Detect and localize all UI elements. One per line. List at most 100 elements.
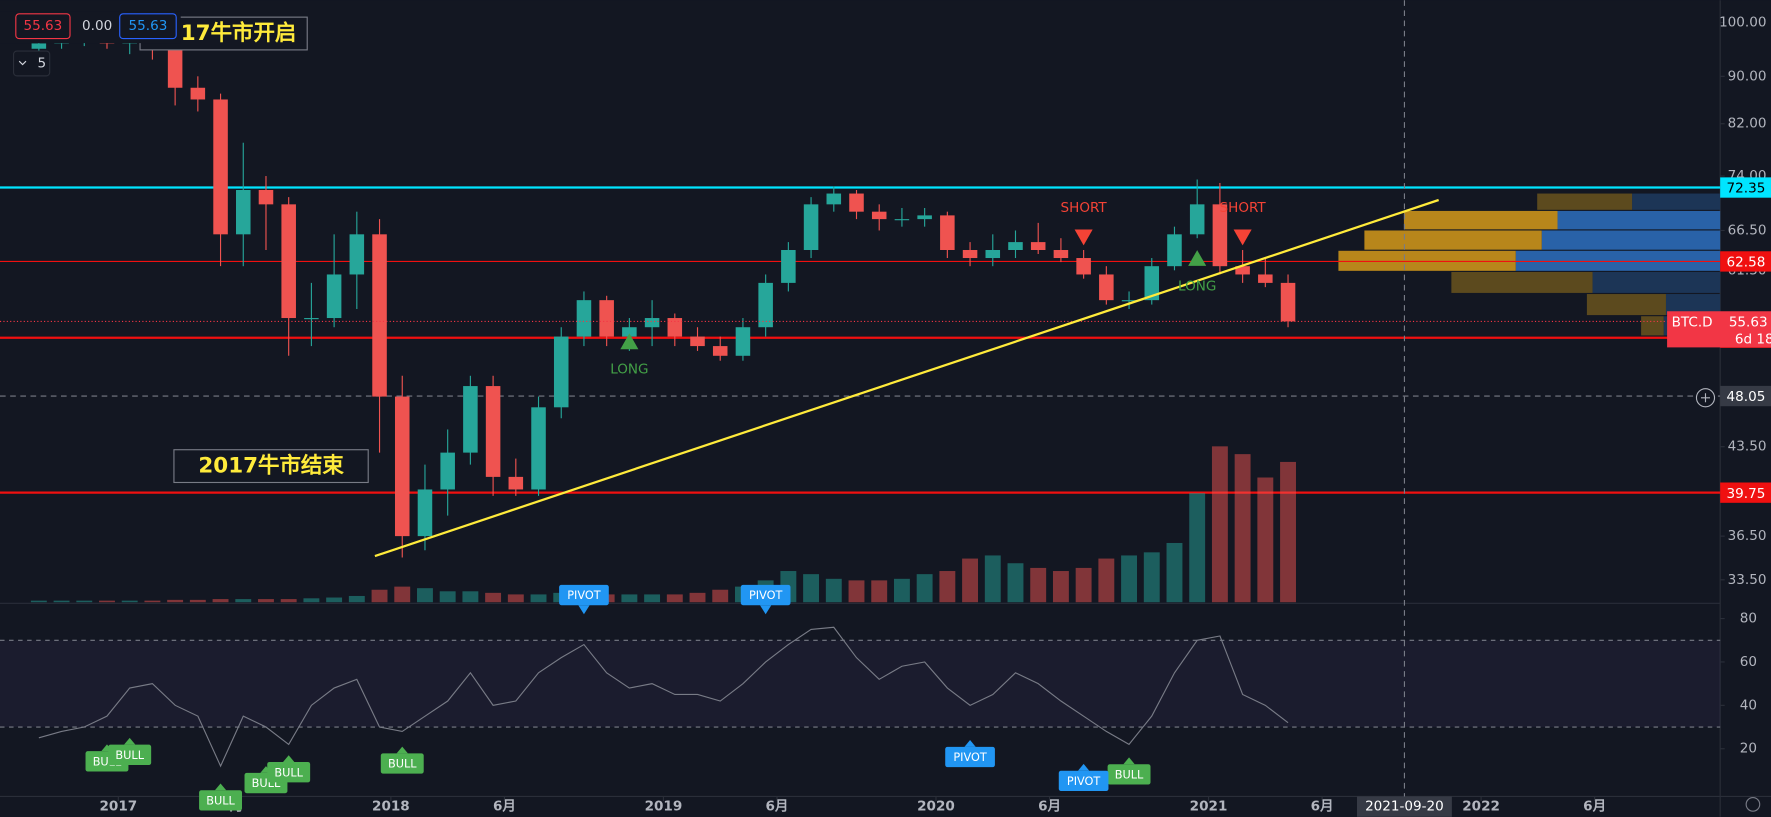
signal-marker xyxy=(620,333,639,350)
signal-marker xyxy=(1233,229,1252,246)
volume-bar xyxy=(848,580,865,603)
signal-label: SHORT xyxy=(1220,200,1267,216)
volume-bar xyxy=(99,600,115,603)
signal-pointer xyxy=(1077,763,1090,771)
candle-body xyxy=(167,43,183,88)
volume-bar xyxy=(53,600,70,603)
signal-box xyxy=(740,584,791,606)
y-tick-label: 90.00 xyxy=(1728,68,1767,84)
signal-pointer xyxy=(124,737,136,745)
candle-body xyxy=(531,407,546,490)
volume-bar xyxy=(1030,567,1047,603)
x-tick-label: 6月 xyxy=(1311,799,1334,815)
candle-body xyxy=(31,43,47,49)
signal-label: PIVOT xyxy=(1067,775,1101,788)
signal-box xyxy=(199,790,243,811)
candle-body xyxy=(667,318,683,337)
indicators-toggle[interactable] xyxy=(12,50,51,77)
volume-bar xyxy=(644,594,661,603)
candle-body xyxy=(1121,300,1137,302)
volume-bar xyxy=(371,589,388,603)
profile-right xyxy=(1632,193,1721,210)
candle-body xyxy=(235,189,251,235)
x-tick-label: 2019 xyxy=(645,799,683,815)
candle-body xyxy=(758,282,773,328)
signal-pointer xyxy=(396,746,408,754)
rsi-band xyxy=(0,640,1721,728)
x-tick-label: 6月 xyxy=(1583,799,1606,815)
profile-left xyxy=(1537,193,1633,210)
signal-label: PIVOT xyxy=(953,751,987,764)
signal-label: BULL xyxy=(206,795,235,808)
x-tick-label: 2017 xyxy=(99,799,137,815)
candle-body xyxy=(1167,234,1182,267)
settings-icon[interactable] xyxy=(1745,797,1761,812)
crosshair-date: 2021-09-20 xyxy=(1365,799,1444,815)
change: 0.00 xyxy=(82,18,112,34)
x-tick-label: 6月 xyxy=(1038,799,1061,815)
y-tick-label: 33.50 xyxy=(1728,572,1767,588)
signal-label: PIVOT xyxy=(567,589,601,602)
volume-bar xyxy=(916,574,933,603)
volume-bar xyxy=(76,600,93,603)
volume-bar xyxy=(712,589,729,603)
signal-box xyxy=(267,762,311,783)
candle-body xyxy=(962,250,978,259)
y-tick-label: 36.50 xyxy=(1728,528,1767,544)
volume-bar xyxy=(1143,552,1160,603)
signal-label: BULL xyxy=(1115,768,1144,781)
volume-bar xyxy=(144,600,161,603)
volume-bar xyxy=(258,599,274,603)
candle-body xyxy=(644,318,660,328)
y-tick-label: 43.50 xyxy=(1728,439,1767,455)
candle-body xyxy=(463,386,478,453)
profile-right xyxy=(1592,271,1721,293)
candle-body xyxy=(917,215,932,220)
volume-bar xyxy=(1075,567,1092,603)
signal-pointer xyxy=(964,740,976,747)
last-price-label: 55.63 xyxy=(1729,315,1768,331)
profile-left xyxy=(1364,230,1542,250)
candle-body xyxy=(553,336,569,408)
signal-pointer xyxy=(578,605,590,615)
candle-body xyxy=(894,219,910,221)
signal-box xyxy=(1107,764,1151,785)
volume-bar xyxy=(939,571,956,603)
candle-body xyxy=(599,300,614,337)
signal-box xyxy=(559,584,609,606)
volume-bar xyxy=(348,595,365,603)
x-tick-label: 6月 xyxy=(493,799,516,815)
candle-body xyxy=(1258,274,1273,283)
candle-body xyxy=(576,300,592,337)
volume-bar xyxy=(825,578,842,603)
profile-right xyxy=(1515,250,1721,271)
signal-label: BULL xyxy=(274,766,303,779)
profile-left xyxy=(1451,271,1593,293)
signal-label: BULL xyxy=(388,758,417,771)
volume-bar xyxy=(417,588,433,603)
crosshair-label-bg xyxy=(1720,385,1771,407)
volume-bar xyxy=(621,594,638,603)
candle-body xyxy=(349,234,365,275)
candle-body xyxy=(622,327,637,337)
signal-pointer xyxy=(283,755,295,763)
signal-label: PIVOT xyxy=(749,589,783,602)
x-tick-label: 2020 xyxy=(917,799,955,815)
candle-body xyxy=(1144,266,1160,301)
volume-bar xyxy=(689,592,706,603)
candle-body xyxy=(803,204,819,251)
volume-bar xyxy=(280,599,297,603)
candle-body xyxy=(281,204,296,319)
annotation-box xyxy=(173,449,369,484)
candle-body xyxy=(304,318,319,320)
candle-body xyxy=(1008,242,1023,251)
signal-marker xyxy=(1074,229,1093,246)
volume-bar xyxy=(893,578,910,603)
volume-bar xyxy=(30,600,47,603)
price-line-label-bg xyxy=(1720,177,1771,198)
candle-body xyxy=(258,189,274,205)
